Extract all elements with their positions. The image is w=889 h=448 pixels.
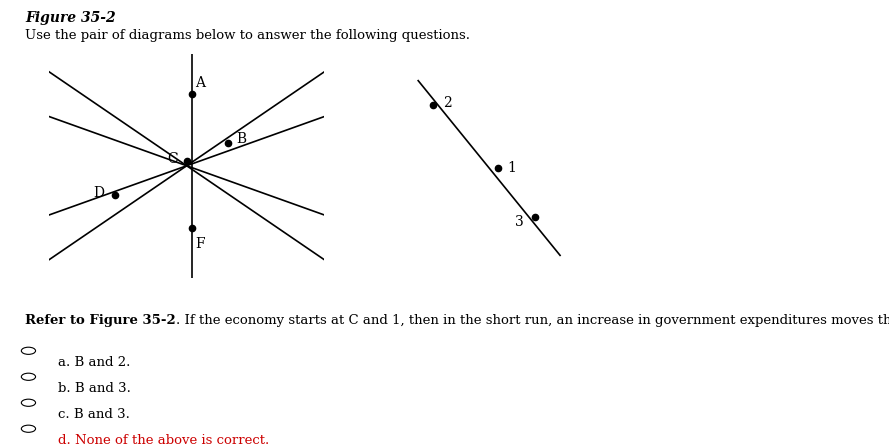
Text: d. None of the above is correct.: d. None of the above is correct. (58, 434, 269, 447)
Text: Use the pair of diagrams below to answer the following questions.: Use the pair of diagrams below to answer… (25, 29, 470, 42)
Text: 2: 2 (443, 96, 452, 110)
Text: Refer to Figure 35-2: Refer to Figure 35-2 (25, 314, 176, 327)
Text: F: F (195, 237, 204, 251)
Text: D: D (93, 185, 104, 200)
Text: Figure 35-2: Figure 35-2 (25, 11, 116, 25)
Text: a. B and 2.: a. B and 2. (58, 356, 130, 369)
Text: b. B and 3.: b. B and 3. (58, 382, 131, 395)
Text: B: B (236, 132, 246, 146)
Text: . If the economy starts at C and 1, then in the short run, an increase in govern: . If the economy starts at C and 1, then… (176, 314, 889, 327)
Text: A: A (195, 76, 205, 90)
Text: 1: 1 (508, 161, 517, 175)
Text: 3: 3 (516, 215, 524, 229)
Text: c. B and 3.: c. B and 3. (58, 408, 130, 421)
Text: C: C (167, 152, 178, 166)
